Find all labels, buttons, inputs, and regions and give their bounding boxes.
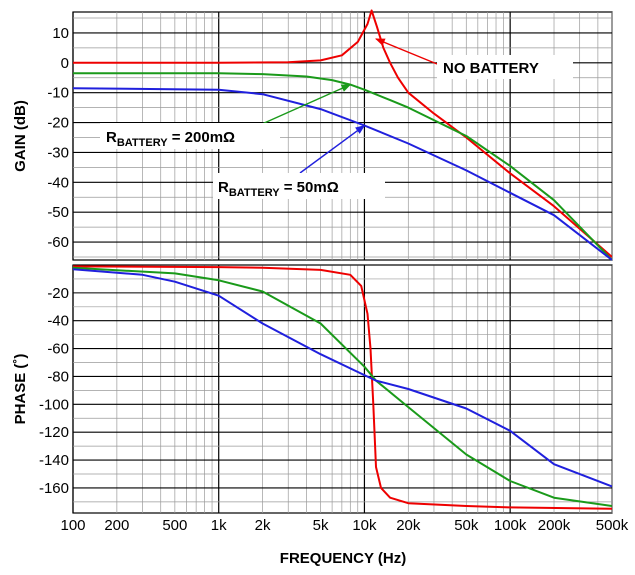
y-tick-label: -40: [47, 313, 69, 330]
x-axis-title: FREQUENCY (Hz): [280, 550, 406, 567]
x-tick-label: 2k: [255, 517, 271, 534]
x-tick-label: 10k: [352, 517, 377, 534]
y-tick-label: -60: [47, 234, 69, 251]
y-tick-label: -20: [47, 285, 69, 302]
annotation-box: [437, 55, 573, 79]
y-tick-label: -100: [39, 396, 69, 413]
series-line-no-battery: [73, 9, 612, 258]
x-tick-label: 50k: [454, 517, 479, 534]
x-tick-label: 20k: [396, 517, 421, 534]
annotation-label: RBATTERY = 200mΩ: [106, 129, 235, 149]
series-line-no-battery: [73, 265, 612, 510]
x-tick-label: 500: [162, 517, 187, 534]
annotation-arrow: [375, 38, 438, 65]
annotation-box: [213, 173, 385, 199]
x-tick-label: 200: [104, 517, 129, 534]
y-axis-title: PHASE (˚): [12, 354, 29, 425]
x-tick-label: 1k: [211, 517, 227, 534]
annotation-layer: NO BATTERY RBATTERY = 200mΩ RBATTERY = 50m…: [100, 38, 573, 199]
annotation-box: [100, 123, 280, 149]
y-tick-label: -30: [47, 144, 69, 161]
x-tick-label: 500k: [596, 517, 629, 534]
series-layer: [73, 9, 612, 510]
y-tick-label: 10: [52, 25, 69, 42]
x-tick-label: 100: [60, 517, 85, 534]
y-tick-label: -50: [47, 204, 69, 221]
y-axis-title: GAIN (dB): [12, 100, 29, 172]
y-tick-label: -10: [47, 85, 69, 102]
series-line-rbattery-50m: [73, 268, 612, 488]
y-tick-label: -160: [39, 480, 69, 497]
series-line-rbattery-200m: [73, 72, 612, 261]
annotation-label: RBATTERY = 50mΩ: [218, 179, 339, 199]
grid: [72, 11, 613, 514]
y-tick-label: 0: [61, 55, 69, 72]
series-line-rbattery-50m: [73, 87, 612, 261]
y-tick-label: -120: [39, 424, 69, 441]
y-tick-label: -40: [47, 174, 69, 191]
annotation-label: NO BATTERY: [443, 60, 539, 77]
plot-frame: [72, 264, 613, 514]
y-tick-label: -60: [47, 341, 69, 358]
x-tick-label: 100k: [494, 517, 527, 534]
annotation-arrow: [299, 124, 366, 174]
x-tick-label: 5k: [313, 517, 329, 534]
x-tick-label: 200k: [538, 517, 571, 534]
series-line-rbattery-200m: [73, 266, 612, 507]
y-tick-label: -80: [47, 368, 69, 385]
y-tick-label: -140: [39, 452, 69, 469]
y-tick-label: -20: [47, 115, 69, 132]
annotation-arrow: [261, 83, 352, 125]
